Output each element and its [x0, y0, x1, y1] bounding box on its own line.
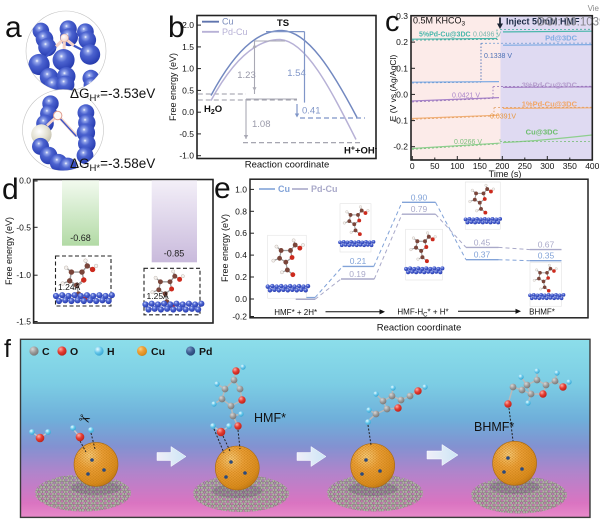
svg-text:f: f	[4, 335, 11, 363]
svg-text:0: 0	[410, 161, 415, 171]
svg-text:Free energy (eV): Free energy (eV)	[4, 217, 14, 285]
svg-text:1.08: 1.08	[252, 119, 271, 130]
svg-text:0.0: 0.0	[396, 89, 408, 99]
svg-text:C: C	[42, 346, 50, 358]
svg-text:3%Pd-Cu@3DC: 3%Pd-Cu@3DC	[522, 81, 578, 90]
svg-text:-0.2: -0.2	[232, 312, 247, 322]
svg-text:Vie: Vie	[588, 4, 600, 13]
svg-text:0.41: 0.41	[302, 106, 321, 117]
svg-text:0.0421 V: 0.0421 V	[452, 93, 480, 100]
svg-text:250: 250	[518, 161, 532, 171]
svg-text:1.54: 1.54	[287, 68, 306, 79]
svg-text:0.8: 0.8	[235, 206, 247, 216]
svg-text:E (V vs.(Ag/AgCl): E (V vs.(Ag/AgCl)	[388, 55, 398, 122]
svg-text:1%Pd-Cu@3DC: 1%Pd-Cu@3DC	[522, 100, 578, 109]
svg-text:-0.5: -0.5	[16, 222, 31, 232]
svg-text:Pd@3DC: Pd@3DC	[545, 34, 577, 43]
svg-text:1.23: 1.23	[237, 70, 256, 81]
svg-text:2.0: 2.0	[182, 20, 194, 30]
svg-text:1.24Å: 1.24Å	[58, 282, 81, 292]
svg-text:0.0: 0.0	[182, 107, 194, 117]
svg-text:0.21: 0.21	[350, 256, 367, 266]
svg-text:c: c	[385, 6, 400, 38]
svg-text:d: d	[2, 173, 19, 206]
svg-text:a: a	[5, 11, 22, 44]
svg-text:0.3: 0.3	[396, 11, 408, 21]
svg-text:Pd: Pd	[199, 346, 212, 358]
svg-text:BHMF*: BHMF*	[529, 308, 555, 317]
svg-text:0.0266 V: 0.0266 V	[454, 139, 482, 146]
svg-text:H++OH-: H++OH-	[344, 146, 378, 157]
svg-text:TS: TS	[277, 18, 289, 29]
svg-text:HMF-HC* + H*: HMF-HC* + H*	[397, 308, 448, 319]
svg-text:1.5: 1.5	[182, 42, 194, 52]
svg-text:-0.85: -0.85	[164, 249, 185, 259]
svg-text:H: H	[107, 346, 115, 358]
svg-text:0.4: 0.4	[235, 250, 247, 260]
svg-text:Pd-Cu: Pd-Cu	[311, 184, 338, 194]
svg-text:0.19: 0.19	[349, 269, 366, 279]
svg-text:b: b	[168, 11, 185, 44]
svg-text:1.0: 1.0	[235, 184, 247, 194]
svg-text:0.2: 0.2	[235, 272, 247, 282]
svg-text:0.0: 0.0	[235, 294, 247, 304]
svg-text:-0.5: -0.5	[179, 129, 194, 139]
svg-text:150: 150	[473, 161, 487, 171]
svg-text:0.79: 0.79	[411, 204, 428, 214]
svg-text:Cu: Cu	[278, 184, 290, 194]
svg-text:0.1338 V: 0.1338 V	[484, 53, 512, 60]
svg-text:0.0496 V: 0.0496 V	[473, 32, 501, 39]
svg-text:0.0391V: 0.0391V	[490, 114, 516, 121]
svg-text:0.2: 0.2	[396, 37, 408, 47]
svg-text:1.0: 1.0	[182, 64, 194, 74]
svg-text:-1.0: -1.0	[179, 151, 194, 161]
svg-text:Reaction coordinate: Reaction coordinate	[245, 160, 330, 171]
svg-text:50: 50	[430, 161, 440, 171]
svg-text:e: e	[214, 172, 231, 205]
svg-text:BHMF*: BHMF*	[474, 420, 514, 434]
svg-text:-0.1: -0.1	[393, 116, 408, 126]
svg-text:✂: ✂	[77, 409, 93, 428]
svg-text:Inject 50mM HMF: Inject 50mM HMF	[506, 17, 580, 27]
svg-text:O: O	[70, 346, 78, 358]
svg-text:HMF*: HMF*	[254, 411, 286, 425]
svg-text:-0.2: -0.2	[393, 142, 408, 152]
svg-text:100: 100	[450, 161, 464, 171]
svg-text:Free energy (eV): Free energy (eV)	[168, 53, 178, 121]
svg-text:300: 300	[540, 161, 554, 171]
svg-text:DOI: 10.1039/: DOI: 10.1039/	[537, 17, 600, 29]
svg-text:HMF* + 2H*: HMF* + 2H*	[274, 308, 317, 317]
svg-text:0.6: 0.6	[235, 228, 247, 238]
svg-text:0.67: 0.67	[538, 240, 555, 250]
svg-text:-1.0: -1.0	[16, 270, 31, 280]
svg-text:-0.68: -0.68	[70, 233, 91, 243]
svg-text:0.0: 0.0	[19, 176, 31, 186]
svg-text:Cu: Cu	[151, 346, 165, 358]
svg-text:0.45: 0.45	[474, 237, 491, 247]
svg-text:Cu: Cu	[222, 17, 234, 27]
svg-text:0.35: 0.35	[538, 251, 555, 261]
svg-text:-1.5: -1.5	[16, 317, 31, 327]
svg-text:0.37: 0.37	[474, 250, 491, 260]
svg-text:200: 200	[495, 161, 509, 171]
svg-text:0.1: 0.1	[396, 63, 408, 73]
svg-text:5%Pd-Cu@3DC: 5%Pd-Cu@3DC	[419, 32, 471, 39]
svg-text:Pd-Cu: Pd-Cu	[222, 27, 248, 37]
svg-text:Cu@3DC: Cu@3DC	[526, 128, 559, 137]
svg-text:350: 350	[563, 161, 577, 171]
svg-text:400: 400	[585, 161, 599, 171]
svg-text:Free energy (eV): Free energy (eV)	[220, 214, 230, 282]
svg-text:H2O: H2O	[204, 104, 222, 116]
svg-text:0.90: 0.90	[411, 192, 428, 202]
svg-text:1.25Å: 1.25Å	[147, 291, 170, 301]
svg-text:0.5M KHCO3: 0.5M KHCO3	[413, 16, 466, 28]
svg-text:Reaction coordinate: Reaction coordinate	[377, 323, 462, 334]
svg-text:0.5: 0.5	[182, 85, 194, 95]
svg-text:Time (s): Time (s)	[489, 169, 522, 178]
